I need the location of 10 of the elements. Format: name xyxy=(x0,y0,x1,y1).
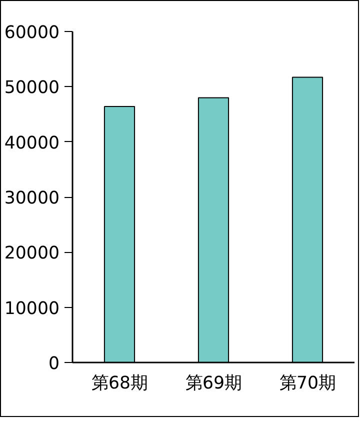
y-tick-label: 30000 xyxy=(4,188,60,208)
y-tick-label: 20000 xyxy=(4,244,60,264)
y-tick-label: 0 xyxy=(48,354,60,374)
y-tick-label: 60000 xyxy=(4,23,60,43)
y-tick-label: 10000 xyxy=(4,298,60,319)
x-tick-label: 第69期 xyxy=(185,374,242,394)
x-tick-label: 第68期 xyxy=(91,374,148,394)
x-tick-label: 第70期 xyxy=(279,374,336,394)
y-tick-label: 40000 xyxy=(4,133,60,154)
y-tick-label: 50000 xyxy=(4,78,60,98)
